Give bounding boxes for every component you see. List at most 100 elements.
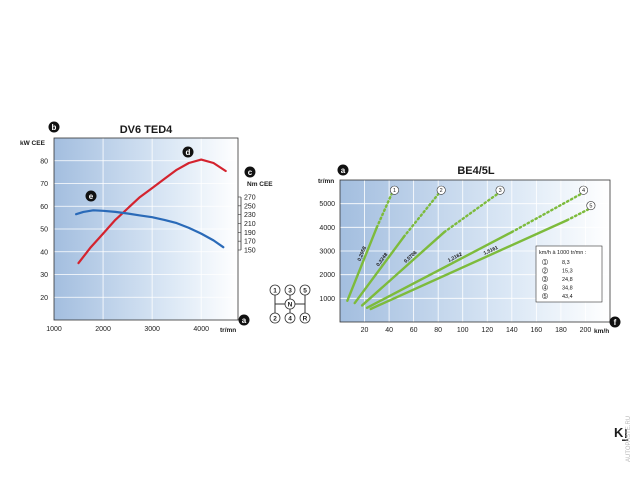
speed-legend-item: 1 8,3 <box>541 258 570 266</box>
torque-curve <box>74 209 225 249</box>
engine-chart: 1000 2000 3000 4000 20 30 40 50 60 70 80 150 170 190… <box>20 121 273 334</box>
engine-x-tick-label: 2000 <box>95 326 111 333</box>
svg-text:b: b <box>52 123 57 132</box>
gear-2-marker <box>436 185 446 195</box>
svg-text:1: 1 <box>543 260 546 266</box>
torque-axis-badge: c <box>244 166 256 178</box>
engine-chart-title: DV6 TED4 <box>120 124 173 136</box>
speed-legend-item: 5 43,4 <box>541 292 573 300</box>
svg-text:d: d <box>186 148 191 157</box>
speed-legend-item: 4 34,8 <box>541 284 573 292</box>
engine-y-tick-label: 80 <box>40 158 48 165</box>
gear-2-knob: 2 <box>269 312 281 324</box>
torque-tick-label: 250 <box>244 203 256 210</box>
gear-5-marker <box>586 201 596 211</box>
svg-text:2: 2 <box>273 316 277 323</box>
power-axis-label: kW CEE <box>20 140 46 147</box>
gear-1-marker-label: 1 <box>393 188 396 194</box>
gearbox-x-tick-label: 80 <box>434 327 442 334</box>
svg-text:5: 5 <box>543 294 546 300</box>
gear-1-ratio-label: 0,2058 <box>357 245 368 262</box>
gear-1-marker <box>389 185 399 195</box>
svg-text:4: 4 <box>543 286 546 292</box>
gearbox-x-tick-label: 40 <box>385 327 393 334</box>
engine-x-tick-label: 4000 <box>193 326 209 333</box>
engine-y-tick-label: 50 <box>40 227 48 234</box>
gear-2-extension <box>402 192 440 239</box>
engine-y-tick-label: 60 <box>40 204 48 211</box>
engine-y-tick-label: 30 <box>40 272 48 279</box>
gearbox-x-tick-label: 60 <box>410 327 418 334</box>
svg-text:43,4: 43,4 <box>562 294 573 300</box>
gearbox-y-tick-label: 4000 <box>319 225 335 232</box>
svg-text:1: 1 <box>273 288 277 295</box>
gear-3-knob: 3 <box>284 284 296 296</box>
engine-series <box>74 158 227 265</box>
gearbox-y-tick-label: 1000 <box>319 296 335 303</box>
svg-text:5: 5 <box>303 288 307 295</box>
gearbox-y-tick-label: 2000 <box>319 272 335 279</box>
torque-tick-label: 210 <box>244 221 256 228</box>
speed-legend-heading: km/h à 1000 tr/mn : <box>539 250 587 256</box>
torque-tick-label: 150 <box>244 248 256 255</box>
torque-axis-label: Nm CEE <box>247 181 273 188</box>
gearbox-y-tick-label: 5000 <box>319 201 335 208</box>
footer-letter: K <box>614 425 624 440</box>
gear-4-marker-label: 4 <box>582 188 585 194</box>
gear-3-marker <box>495 185 505 195</box>
engine-x-tick-label: 3000 <box>144 326 160 333</box>
gearbox-x-tick-label: 100 <box>457 327 469 334</box>
gearbox-chart: 20 40 60 80 100 120 140 160 180 20010002000300040… <box>318 164 621 335</box>
gearbox-x-tick-label: 140 <box>506 327 518 334</box>
engine-y-tick-label: 20 <box>40 295 48 302</box>
gearbox-x-tick-label: 20 <box>361 327 369 334</box>
gear-3-extension <box>443 192 499 234</box>
gearbox-x-tick-label: 180 <box>555 327 567 334</box>
gear-reverse-knob: R <box>299 312 311 324</box>
gear-5-knob: 5 <box>299 284 311 296</box>
svg-text:15,3: 15,3 <box>562 269 573 275</box>
gear-1-knob: 1 <box>269 284 281 296</box>
gear-2-marker-label: 2 <box>440 188 443 194</box>
engine-y-tick-label: 70 <box>40 181 48 188</box>
svg-text:R: R <box>303 316 308 323</box>
gear-2-line <box>353 235 406 305</box>
svg-text:4: 4 <box>288 316 292 323</box>
svg-text:a: a <box>242 316 247 325</box>
torque-tick-label: 230 <box>244 212 256 219</box>
gearbox-y-tick-label: 3000 <box>319 249 335 256</box>
gear-3-line <box>360 230 446 307</box>
gear-3-marker-label: 3 <box>499 188 502 194</box>
rpm-axis-badge: a <box>238 314 250 326</box>
gearbox-x-tick-label: 120 <box>481 327 493 334</box>
gearbox-plot-frame <box>339 179 611 323</box>
svg-text:2: 2 <box>543 269 546 275</box>
gearbox-rpm-axis-label: tr/mn <box>318 178 334 185</box>
gearbox-chart-title: BE4/5L <box>457 165 495 177</box>
gear-4-knob: 4 <box>284 312 296 324</box>
speed-legend-box <box>535 245 603 303</box>
footer-index-mark <box>622 429 628 441</box>
svg-text:c: c <box>248 168 253 177</box>
gear-shift-pattern: 1 3 5 N 2 4 R <box>269 284 311 324</box>
svg-text:34,8: 34,8 <box>562 286 573 292</box>
torque-tick-label: 270 <box>244 195 256 202</box>
svg-text:8,3: 8,3 <box>562 260 570 266</box>
svg-text:3: 3 <box>543 277 546 283</box>
watermark: AUTOPASTE.RU <box>626 416 632 462</box>
svg-text:N: N <box>288 302 293 309</box>
power-axis-badge: b <box>48 121 60 133</box>
speed-legend-item: 2 15,3 <box>541 267 573 275</box>
gear-1-extension <box>375 192 393 229</box>
engine-x-tick-label: 1000 <box>46 326 62 333</box>
gear-4-extension <box>510 192 582 234</box>
power-curve-badge: d <box>182 146 194 158</box>
gear-neutral-knob: N <box>284 298 296 310</box>
engine-plot-frame <box>53 137 239 321</box>
gear-5-extension <box>565 208 590 222</box>
svg-text:a: a <box>341 166 346 175</box>
gearbox-x-tick-label: 200 <box>580 327 592 334</box>
